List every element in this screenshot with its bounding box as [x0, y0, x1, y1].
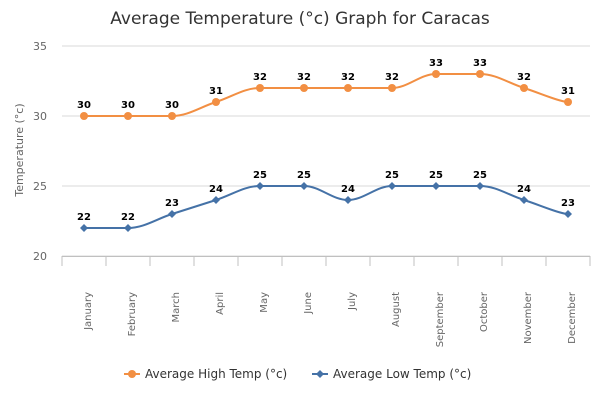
data-point[interactable] — [168, 210, 176, 218]
data-label: 24 — [341, 184, 355, 195]
legend-marker — [316, 370, 324, 378]
data-point[interactable] — [432, 182, 440, 190]
data-label: 22 — [77, 212, 91, 223]
data-point[interactable] — [80, 224, 88, 232]
data-label: 33 — [429, 58, 443, 69]
x-tick-label: April — [215, 292, 226, 315]
data-label: 23 — [561, 198, 575, 209]
y-axis-label: Temperature (°c) — [13, 103, 26, 197]
data-point[interactable] — [520, 196, 528, 204]
y-tick-label: 20 — [33, 250, 47, 263]
x-tick-label: November — [523, 291, 534, 344]
data-label: 30 — [77, 100, 91, 111]
legend-label: Average Low Temp (°c) — [333, 367, 471, 381]
x-tick-label: October — [479, 291, 490, 332]
data-label: 25 — [297, 170, 311, 181]
data-point[interactable] — [256, 84, 264, 92]
chart-title: Average Temperature (°c) Graph for Carac… — [110, 9, 490, 29]
data-label: 24 — [209, 184, 223, 195]
data-label: 30 — [121, 100, 135, 111]
x-tick-label: June — [303, 292, 314, 315]
data-point[interactable] — [300, 84, 308, 92]
y-tick-label: 30 — [33, 110, 47, 123]
data-point[interactable] — [212, 196, 220, 204]
series-line — [84, 185, 569, 229]
data-label: 32 — [253, 72, 267, 83]
x-tick-label: January — [83, 292, 94, 331]
data-label: 32 — [517, 72, 531, 83]
data-label: 25 — [473, 170, 487, 181]
data-point[interactable] — [344, 84, 352, 92]
data-label: 23 — [165, 198, 179, 209]
series-group: 30 30 30 31 32 32 32 32 33 33 32 31 22 22 23 24 25 25 24 25… — [77, 58, 575, 232]
series-low: 22 22 23 24 25 25 24 25 25 25 24 23 — [77, 170, 575, 232]
data-label: 31 — [561, 86, 575, 97]
x-tick-label: March — [171, 292, 182, 322]
data-point[interactable] — [476, 70, 484, 78]
data-label: 30 — [165, 100, 179, 111]
x-tick-label: July — [347, 292, 358, 311]
gridlines: 20 25 30 35 — [33, 40, 590, 263]
legend[interactable]: Average High Temp (°c) Average Low Temp (… — [124, 367, 471, 381]
data-point[interactable] — [564, 98, 572, 106]
legend-marker — [128, 370, 136, 378]
legend-item[interactable]: Average High Temp (°c) — [124, 367, 287, 381]
legend-item[interactable]: Average Low Temp (°c) — [312, 367, 471, 381]
x-tick-label: December — [567, 291, 578, 344]
data-point[interactable] — [388, 84, 396, 92]
series-line — [83, 73, 569, 117]
data-point[interactable] — [300, 182, 308, 190]
data-point[interactable] — [432, 70, 440, 78]
series-high: 30 30 30 31 32 32 32 32 33 33 32 31 — [77, 58, 575, 120]
data-point[interactable] — [476, 182, 484, 190]
data-point[interactable] — [256, 182, 264, 190]
data-label: 25 — [429, 170, 443, 181]
data-label: 24 — [517, 184, 531, 195]
y-tick-label: 25 — [33, 180, 47, 193]
data-point[interactable] — [388, 182, 396, 190]
x-tick-label: May — [259, 292, 270, 313]
x-tick-label: August — [391, 292, 402, 327]
data-label: 31 — [209, 86, 223, 97]
data-label: 32 — [341, 72, 355, 83]
data-point[interactable] — [344, 196, 352, 204]
data-label: 25 — [385, 170, 399, 181]
y-tick-label: 35 — [33, 40, 47, 53]
data-point[interactable] — [124, 112, 132, 120]
data-point[interactable] — [520, 84, 528, 92]
data-point[interactable] — [80, 112, 88, 120]
data-label: 32 — [385, 72, 399, 83]
data-label: 33 — [473, 58, 487, 69]
data-point[interactable] — [168, 112, 176, 120]
x-tick-label: September — [435, 291, 446, 347]
x-tick-label: February — [127, 292, 138, 336]
data-point[interactable] — [212, 98, 220, 106]
data-label: 22 — [121, 212, 135, 223]
x-axis: January February March April May June July Augu… — [61, 256, 591, 347]
data-point[interactable] — [124, 224, 132, 232]
data-point[interactable] — [564, 210, 572, 218]
data-label: 25 — [253, 170, 267, 181]
data-label: 32 — [297, 72, 311, 83]
legend-label: Average High Temp (°c) — [145, 367, 287, 381]
